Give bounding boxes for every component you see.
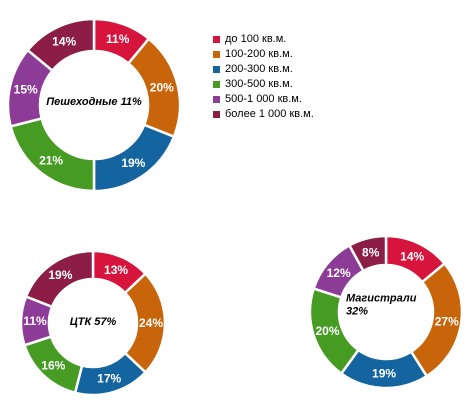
legend-item: 300-500 кв.м.	[213, 77, 314, 91]
legend-swatch	[213, 80, 220, 88]
slice-label: 17%	[97, 372, 121, 386]
legend-swatch	[213, 95, 220, 103]
legend-item: 100-200 кв.м.	[213, 47, 314, 61]
legend-label: 300-500 кв.м.	[225, 78, 293, 90]
slice-label: 21%	[39, 153, 63, 167]
legend-label: 100-200 кв.м.	[225, 48, 293, 60]
donut-title: Пешеходные 11%	[46, 96, 142, 108]
donut-slice	[24, 249, 95, 309]
legend-item: более 1 000 кв.м.	[213, 107, 314, 121]
slice-label: 20%	[315, 324, 339, 338]
slice-label: 8%	[362, 245, 380, 259]
legend-swatch	[213, 35, 220, 43]
donut-slice	[347, 234, 388, 273]
legend-label: 200-300 кв.м.	[225, 63, 293, 75]
donut-title: Магистрали	[346, 293, 417, 305]
legend-swatch	[213, 65, 220, 73]
legend-swatch	[213, 50, 220, 58]
slice-label: 11%	[23, 314, 47, 328]
legend-item: 500-1 000 кв.м.	[213, 92, 314, 106]
slice-label: 15%	[14, 83, 38, 97]
legend-swatch	[213, 110, 220, 118]
slice-label: 11%	[106, 32, 130, 46]
slice-label: 24%	[139, 316, 163, 330]
chart-legend: до 100 кв.м. 100-200 кв.м. 200-300 кв.м.…	[213, 32, 314, 122]
slice-label: 12%	[327, 266, 351, 280]
legend-label: до 100 кв.м.	[225, 33, 287, 45]
donut-slice	[25, 17, 96, 73]
donut-chart: 13% 24% 17% 16% 11% 19% ЦТК 57%	[19, 249, 167, 397]
slice-label: 14%	[400, 249, 424, 263]
donut-chart: 11% 20% 19% 21% 15% 14% Пешеходные 11%	[6, 17, 182, 193]
slice-label: 19%	[48, 268, 72, 282]
legend-item: до 100 кв.м.	[213, 32, 314, 46]
legend-item: 200-300 кв.м.	[213, 62, 314, 76]
slice-label: 14%	[52, 35, 76, 49]
slice-label: 16%	[41, 358, 65, 372]
slice-label: 19%	[372, 366, 396, 380]
donut-title: ЦТК 57%	[70, 316, 117, 328]
slice-label: 19%	[121, 156, 145, 170]
legend-label: 500-1 000 кв.м.	[225, 93, 302, 105]
slice-label: 27%	[435, 315, 459, 329]
legend-label: более 1 000 кв.м.	[225, 108, 314, 120]
slice-label: 13%	[104, 263, 128, 277]
slice-label: 20%	[150, 81, 174, 95]
donut-title: 32%	[346, 306, 368, 318]
